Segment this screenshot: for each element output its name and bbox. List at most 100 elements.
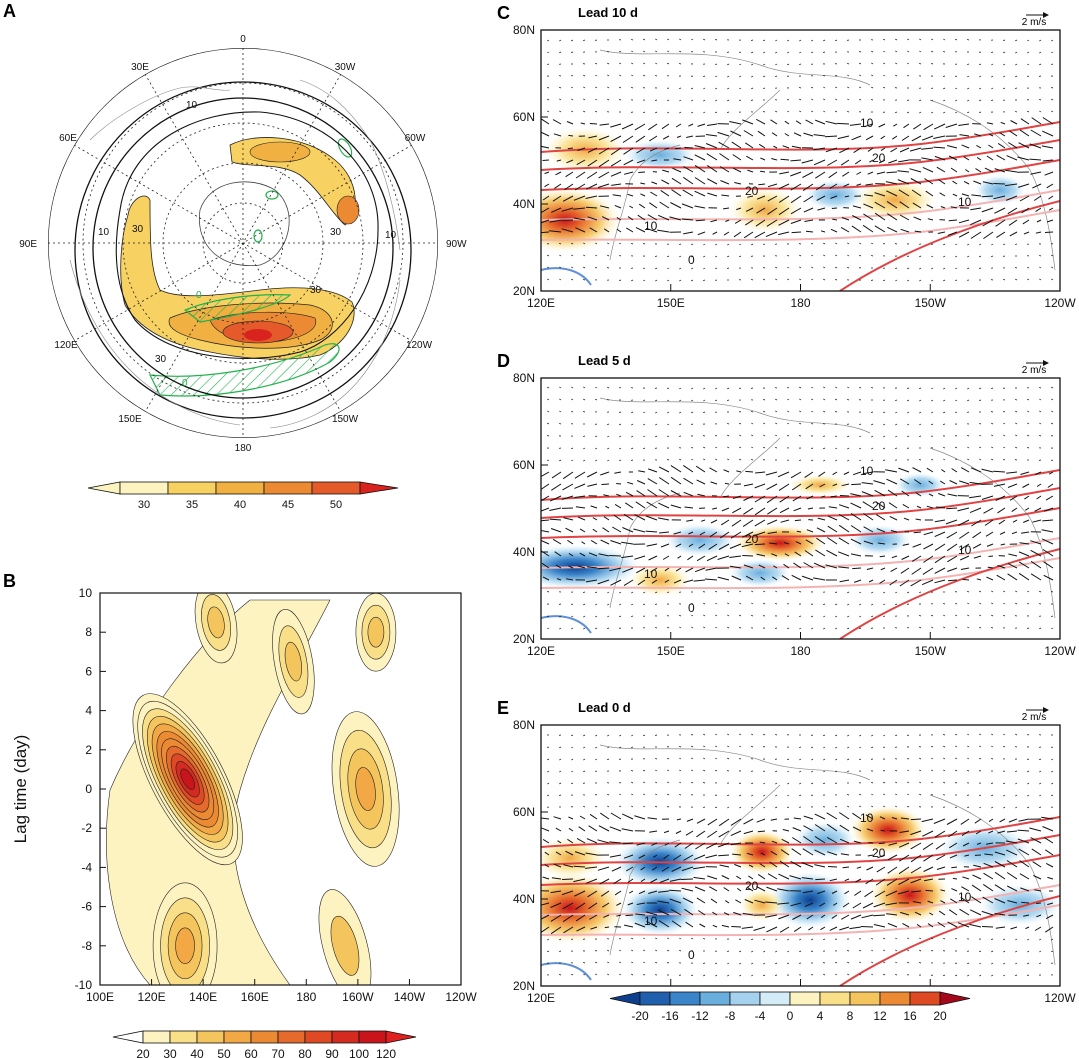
wind-vector [763,278,766,281]
wind-vector [758,143,766,149]
b-colorbar-tick: 40 [190,1047,204,1058]
wind-vector [955,255,958,258]
wind-vector [959,531,970,539]
wind-vector [631,279,634,282]
wind-vector [947,555,958,563]
wind-vector [940,206,946,209]
wind-vector [595,734,598,737]
wind-vector [931,63,934,65]
wind-vector [793,926,802,933]
wind-vector [859,805,862,808]
wind-vector [804,550,814,557]
wind-vector [571,770,574,773]
wind-vector [795,120,802,125]
wind-vector [708,543,718,550]
wind-vector [858,423,862,426]
wind-vector [914,911,922,916]
wind-vector [894,603,898,606]
wind-vector [751,63,754,66]
wind-vector [576,159,586,166]
wind-vector [775,110,778,113]
wind-vector [986,543,994,547]
wind-vector [903,123,910,129]
wind-vector [587,216,598,221]
wind-vector [902,503,910,509]
contour-label: 10 [958,890,972,904]
wind-vector [558,950,562,952]
b-contour-level [367,616,385,648]
wind-vector [679,458,682,461]
wind-vector [811,950,814,952]
wind-vector [817,207,826,211]
wind-vector [943,111,946,114]
wind-vector [943,399,946,402]
wind-vector [588,135,598,139]
wind-vector [946,145,958,149]
wind-vector [640,878,646,883]
wind-vector [991,745,994,748]
wind-vector [899,214,910,221]
wind-vector [799,266,802,269]
wind-vector [850,502,862,509]
wind-vector [595,435,598,438]
wind-vector [679,626,682,629]
wind-vector [595,746,598,749]
wind-vector [1025,507,1030,511]
wind-vector [1050,615,1054,617]
wind-vector [547,422,550,425]
wind-vector [742,912,754,916]
wind-vector [688,543,694,548]
wind-vector [727,626,730,629]
wind-vector [583,266,586,269]
wind-vector [970,231,982,239]
wind-vector [541,145,550,149]
wind-vector [667,757,670,760]
wind-vector [717,131,730,137]
wind-vector [796,530,802,533]
colorbar-a-tick: 35 [186,499,198,511]
wind-vector [763,782,766,785]
wind-vector [931,757,934,760]
wind-vector [847,758,850,761]
wind-vector [790,219,802,224]
wind-vector [694,567,706,573]
wind-vector [969,909,982,916]
wind-vector [779,860,790,868]
wind-vector [858,627,862,630]
wind-vector [630,242,634,245]
wind-vector [634,922,646,928]
wind-vector [1025,926,1030,930]
wind-vector [673,854,682,861]
wind-vector [871,973,874,976]
wind-vector [743,830,754,835]
wind-vector [648,890,658,894]
wind-vector [763,950,766,953]
b-x-tick-label: 120W [445,990,477,1004]
wind-vector [600,890,610,897]
wind-vector [1051,782,1054,785]
wind-vector [859,86,862,89]
wind-vector [599,878,610,885]
wind-vector [958,231,970,238]
wind-vector [895,949,898,952]
wind-vector [607,74,610,77]
wind-vector [571,110,574,113]
wind-vector [982,219,994,227]
wind-vector [568,816,574,820]
wind-vector [664,579,670,583]
wind-vector [541,231,550,234]
wind-vector [547,386,550,389]
wind-vector [1020,118,1030,125]
wind-vector [940,480,946,485]
wind-vector [781,838,790,844]
wind-vector [919,937,922,940]
wind-vector [957,507,970,512]
wind-vector [1023,231,1030,235]
wind-vector [850,914,862,920]
b-y-tick-label: 4 [85,704,92,718]
wind-vector [805,119,814,125]
wind-vector [559,746,562,749]
wind-vector [546,63,550,65]
wind-vector [775,806,778,809]
wind-vector [988,144,994,149]
